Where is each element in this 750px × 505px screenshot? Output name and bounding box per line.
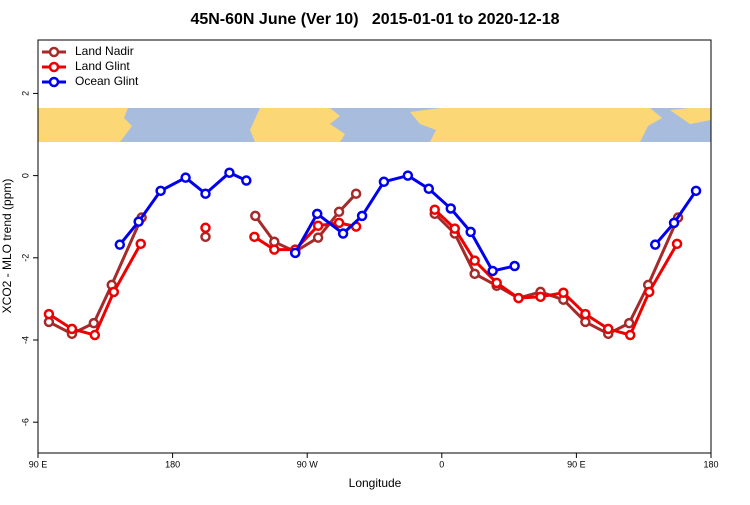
y-tick-label: 0 xyxy=(20,173,30,178)
data-point xyxy=(311,208,323,220)
data-point xyxy=(580,308,591,320)
data-point xyxy=(445,203,457,214)
data-point xyxy=(690,185,702,197)
data-point xyxy=(469,268,480,280)
data-point xyxy=(491,277,502,289)
data-point xyxy=(402,170,414,181)
legend-label: Land Nadir xyxy=(75,44,134,58)
data-point xyxy=(114,239,126,250)
legend-marker xyxy=(48,46,60,58)
data-point xyxy=(671,238,683,250)
data-point xyxy=(423,183,435,195)
y-axis-label: XCO2 - MLO trend (ppm) xyxy=(0,179,14,314)
data-point xyxy=(356,210,368,222)
data-point xyxy=(89,329,101,341)
plot-frame xyxy=(37,39,712,454)
data-point xyxy=(429,204,441,215)
data-point xyxy=(333,217,345,229)
data-point xyxy=(250,210,261,222)
data-point xyxy=(623,317,635,329)
data-point xyxy=(643,286,655,298)
x-tick-label: 180 xyxy=(165,459,180,469)
data-point xyxy=(289,247,301,259)
y-tick-label: 2 xyxy=(20,91,30,96)
legend-label: Ocean Glint xyxy=(75,74,139,88)
legend-marker xyxy=(48,76,60,88)
x-tick-label: 90 W xyxy=(297,459,319,469)
x-tick-label: 0 xyxy=(439,459,444,469)
data-point xyxy=(312,232,324,243)
data-point xyxy=(249,231,260,243)
x-tick-label: 90 E xyxy=(567,459,586,469)
data-point xyxy=(449,223,461,234)
data-point xyxy=(465,226,476,238)
map-strip xyxy=(38,108,711,142)
data-point xyxy=(378,176,390,188)
data-point xyxy=(649,239,661,250)
data-point xyxy=(269,244,280,255)
y-tick-label: -6 xyxy=(20,418,30,426)
x-tick-label: 90 E xyxy=(29,459,48,469)
y-tick-label: -2 xyxy=(20,254,30,262)
data-point xyxy=(469,255,480,266)
chart-title: 45N-60N June (Ver 10) 2015-01-01 to 2020… xyxy=(190,11,559,28)
x-axis-label: Longitude xyxy=(349,476,402,490)
data-point xyxy=(337,228,349,239)
y-tick-label: -4 xyxy=(20,336,30,344)
series-line xyxy=(118,170,698,273)
data-point xyxy=(88,317,100,329)
data-point xyxy=(66,323,78,335)
data-point xyxy=(487,265,498,277)
data-point xyxy=(535,291,546,303)
legend-marker xyxy=(48,61,60,73)
data-point xyxy=(200,231,211,243)
data-point xyxy=(155,185,166,197)
data-point xyxy=(603,323,614,335)
data-point xyxy=(333,206,345,218)
data-point xyxy=(200,222,211,234)
data-point xyxy=(558,287,569,298)
data-point xyxy=(133,216,144,227)
data-point xyxy=(624,329,636,341)
data-point xyxy=(200,188,211,199)
data-point xyxy=(509,260,520,272)
data-point xyxy=(43,308,55,320)
data-point xyxy=(108,286,120,298)
data-point xyxy=(668,217,680,229)
data-point xyxy=(224,167,235,178)
data-point xyxy=(350,188,362,199)
legend-label: Land Glint xyxy=(75,59,130,73)
x-tick-label: 180 xyxy=(703,459,718,469)
data-point xyxy=(180,172,191,183)
data-point xyxy=(135,238,146,250)
data-point xyxy=(241,175,252,186)
data-point xyxy=(312,220,324,231)
data-point xyxy=(513,292,524,304)
